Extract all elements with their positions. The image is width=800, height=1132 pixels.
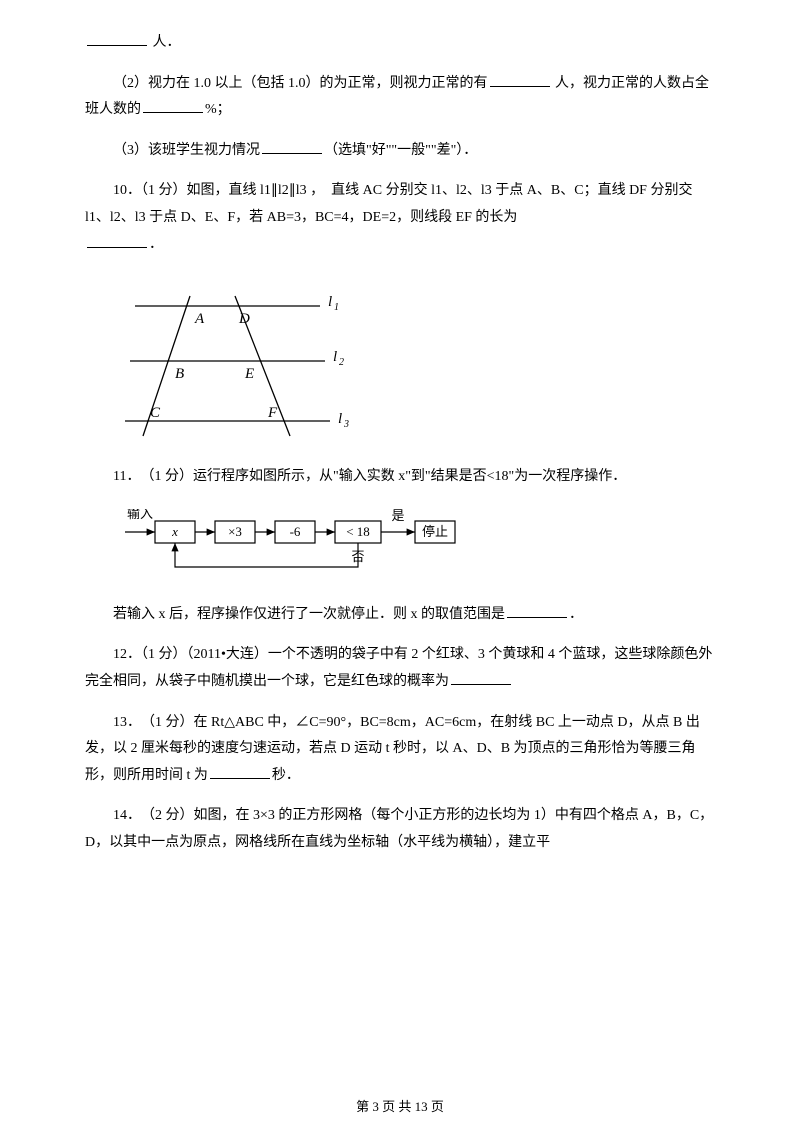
q13: 13． （1 分）在 Rt△ABC 中，∠C=90°，BC=8cm，AC=6cm… <box>85 710 715 790</box>
text: 秒． <box>272 768 300 783</box>
q-part1-fragment: 人． <box>85 30 715 57</box>
svg-text:A: A <box>194 311 205 327</box>
q11-part-b: 若输入 x 后，程序操作仅进行了一次就停止．则 x 的取值范围是 ． <box>85 602 715 629</box>
svg-text:l: l <box>338 411 342 427</box>
svg-text:F: F <box>267 405 278 421</box>
svg-text:< 18: < 18 <box>346 524 370 539</box>
svg-text:l: l <box>333 349 337 365</box>
svg-text:x: x <box>171 524 178 539</box>
q11: 11． （1 分）运行程序如图所示，从"输入实数 x"到"结果是否<18"为一次… <box>85 464 715 491</box>
svg-text:l: l <box>328 294 332 310</box>
page-footer: 第 3 页 共 13 页 <box>0 1095 800 1120</box>
text: （3）该班学生视力情况 <box>113 143 260 158</box>
svg-text:3: 3 <box>343 419 349 430</box>
q12: 12．（1 分）（2011•大连）一个不透明的袋子中有 2 个红球、3 个黄球和… <box>85 642 715 695</box>
q-part3: （3）该班学生视力情况 （选填"好""一般""差"）． <box>85 138 715 165</box>
svg-text:×3: ×3 <box>228 524 242 539</box>
svg-text:D: D <box>238 311 250 327</box>
svg-text:输入: 输入 <box>127 509 153 521</box>
blank <box>87 32 147 46</box>
text: 13． （1 分）在 Rt△ABC 中，∠C=90°，BC=8cm，AC=6cm… <box>85 715 700 783</box>
text: 若输入 x 后，程序操作仅进行了一次就停止．则 x 的取值范围是 <box>113 607 505 622</box>
svg-text:C: C <box>150 405 161 421</box>
text: 14． （2 分）如图，在 3×3 的正方形网格（每个小正方形的边长均为 1）中… <box>85 808 713 850</box>
text: 11． （1 分）运行程序如图所示，从"输入实数 x"到"结果是否<18"为一次… <box>113 469 626 484</box>
text: 人． <box>149 35 181 50</box>
text: ． <box>149 237 163 252</box>
text: （2）视力在 1.0 以上（包括 1.0）的为正常，则视力正常的有 <box>113 76 488 91</box>
svg-text:1: 1 <box>334 302 339 313</box>
blank <box>262 140 322 154</box>
text: %； <box>205 102 231 117</box>
svg-text:E: E <box>244 366 254 382</box>
blank <box>451 671 511 685</box>
text: 12．（1 分）（2011•大连）一个不透明的袋子中有 2 个红球、3 个黄球和… <box>85 647 712 689</box>
svg-text:-6: -6 <box>290 524 301 539</box>
q-part2: （2）视力在 1.0 以上（包括 1.0）的为正常，则视力正常的有 人，视力正常… <box>85 71 715 124</box>
blank <box>87 234 147 248</box>
q11-flowchart: 输入 x ×3 -6 < 18 停止 是 否 <box>115 509 715 584</box>
svg-text:否: 否 <box>351 549 364 564</box>
text: （选填"好""一般""差"）． <box>324 143 477 158</box>
svg-text:2: 2 <box>339 357 344 368</box>
blank <box>507 604 567 618</box>
svg-text:停止: 停止 <box>422 524 448 539</box>
text: ． <box>569 607 583 622</box>
q14: 14． （2 分）如图，在 3×3 的正方形网格（每个小正方形的边长均为 1）中… <box>85 803 715 856</box>
blank <box>210 765 270 779</box>
blank <box>490 73 550 87</box>
q10-figure: A D B E C F l1 l2 l3 <box>115 276 715 446</box>
q10: 10．（1 分）如图，直线 l1∥l2∥l3 ， 直线 AC 分别交 l1、l2… <box>85 178 715 258</box>
blank <box>143 99 203 113</box>
parallel-lines-figure: A D B E C F l1 l2 l3 <box>115 276 365 446</box>
svg-text:B: B <box>175 366 184 382</box>
text: 10．（1 分）如图，直线 l1∥l2∥l3 ， 直线 AC 分别交 l1、l2… <box>85 183 692 225</box>
svg-text:是: 是 <box>391 509 404 523</box>
flowchart-svg: 输入 x ×3 -6 < 18 停止 是 否 <box>115 509 495 584</box>
footer-text: 第 3 页 共 13 页 <box>356 1099 444 1114</box>
